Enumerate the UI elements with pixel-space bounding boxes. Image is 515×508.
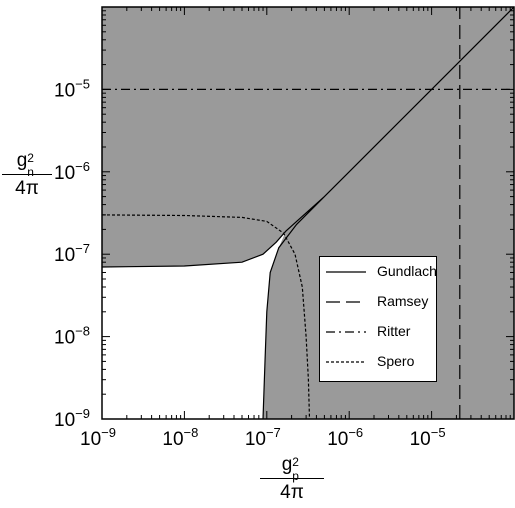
y-tick-label: 10−8 (54, 324, 90, 349)
legend-label: Ramsey (377, 293, 429, 309)
allowed-region (102, 231, 286, 419)
legend-label: Gundlach (377, 263, 437, 279)
legend: Gundlach Ramsey Ritter Spero (319, 256, 437, 382)
x-tick-label: 10−9 (80, 425, 116, 450)
plot-frame (101, 6, 515, 420)
y-tick-label: 10−7 (54, 241, 90, 266)
x-tick-label: 10−8 (162, 425, 198, 450)
y-tick-label: 10−5 (54, 76, 90, 101)
legend-label: Spero (377, 353, 415, 369)
x-tick-labels: 10−9 10−8 10−7 10−6 10−5 (80, 425, 446, 450)
y-axis-label-denominator: 4π (15, 178, 39, 199)
legend-label: Ritter (377, 323, 411, 339)
legend-item-gundlach: Gundlach (320, 262, 438, 282)
y-tick-label: 10−6 (54, 159, 90, 184)
legend-item-ramsey: Ramsey (320, 292, 438, 312)
x-axis-label-denominator: 4π (280, 482, 304, 503)
legend-swatch-solid (326, 271, 366, 273)
x-tick-label: 10−6 (327, 425, 363, 450)
legend-swatch-dashed (326, 301, 366, 303)
y-tick-label: 10−9 (54, 406, 90, 431)
legend-swatch-dotted (326, 361, 366, 363)
legend-item-spero: Spero (320, 352, 438, 372)
series-spero-curve (101, 214, 311, 420)
series-gundlach-curve (101, 6, 515, 420)
x-tick-label: 10−7 (245, 425, 281, 450)
y-tick-labels: 10−9 10−8 10−7 10−6 10−5 (54, 76, 90, 431)
legend-item-ritter: Ritter (320, 322, 438, 342)
plot-area (101, 6, 515, 420)
x-tick-label: 10−5 (410, 425, 446, 450)
legend-swatch-dash-dot (326, 331, 366, 333)
